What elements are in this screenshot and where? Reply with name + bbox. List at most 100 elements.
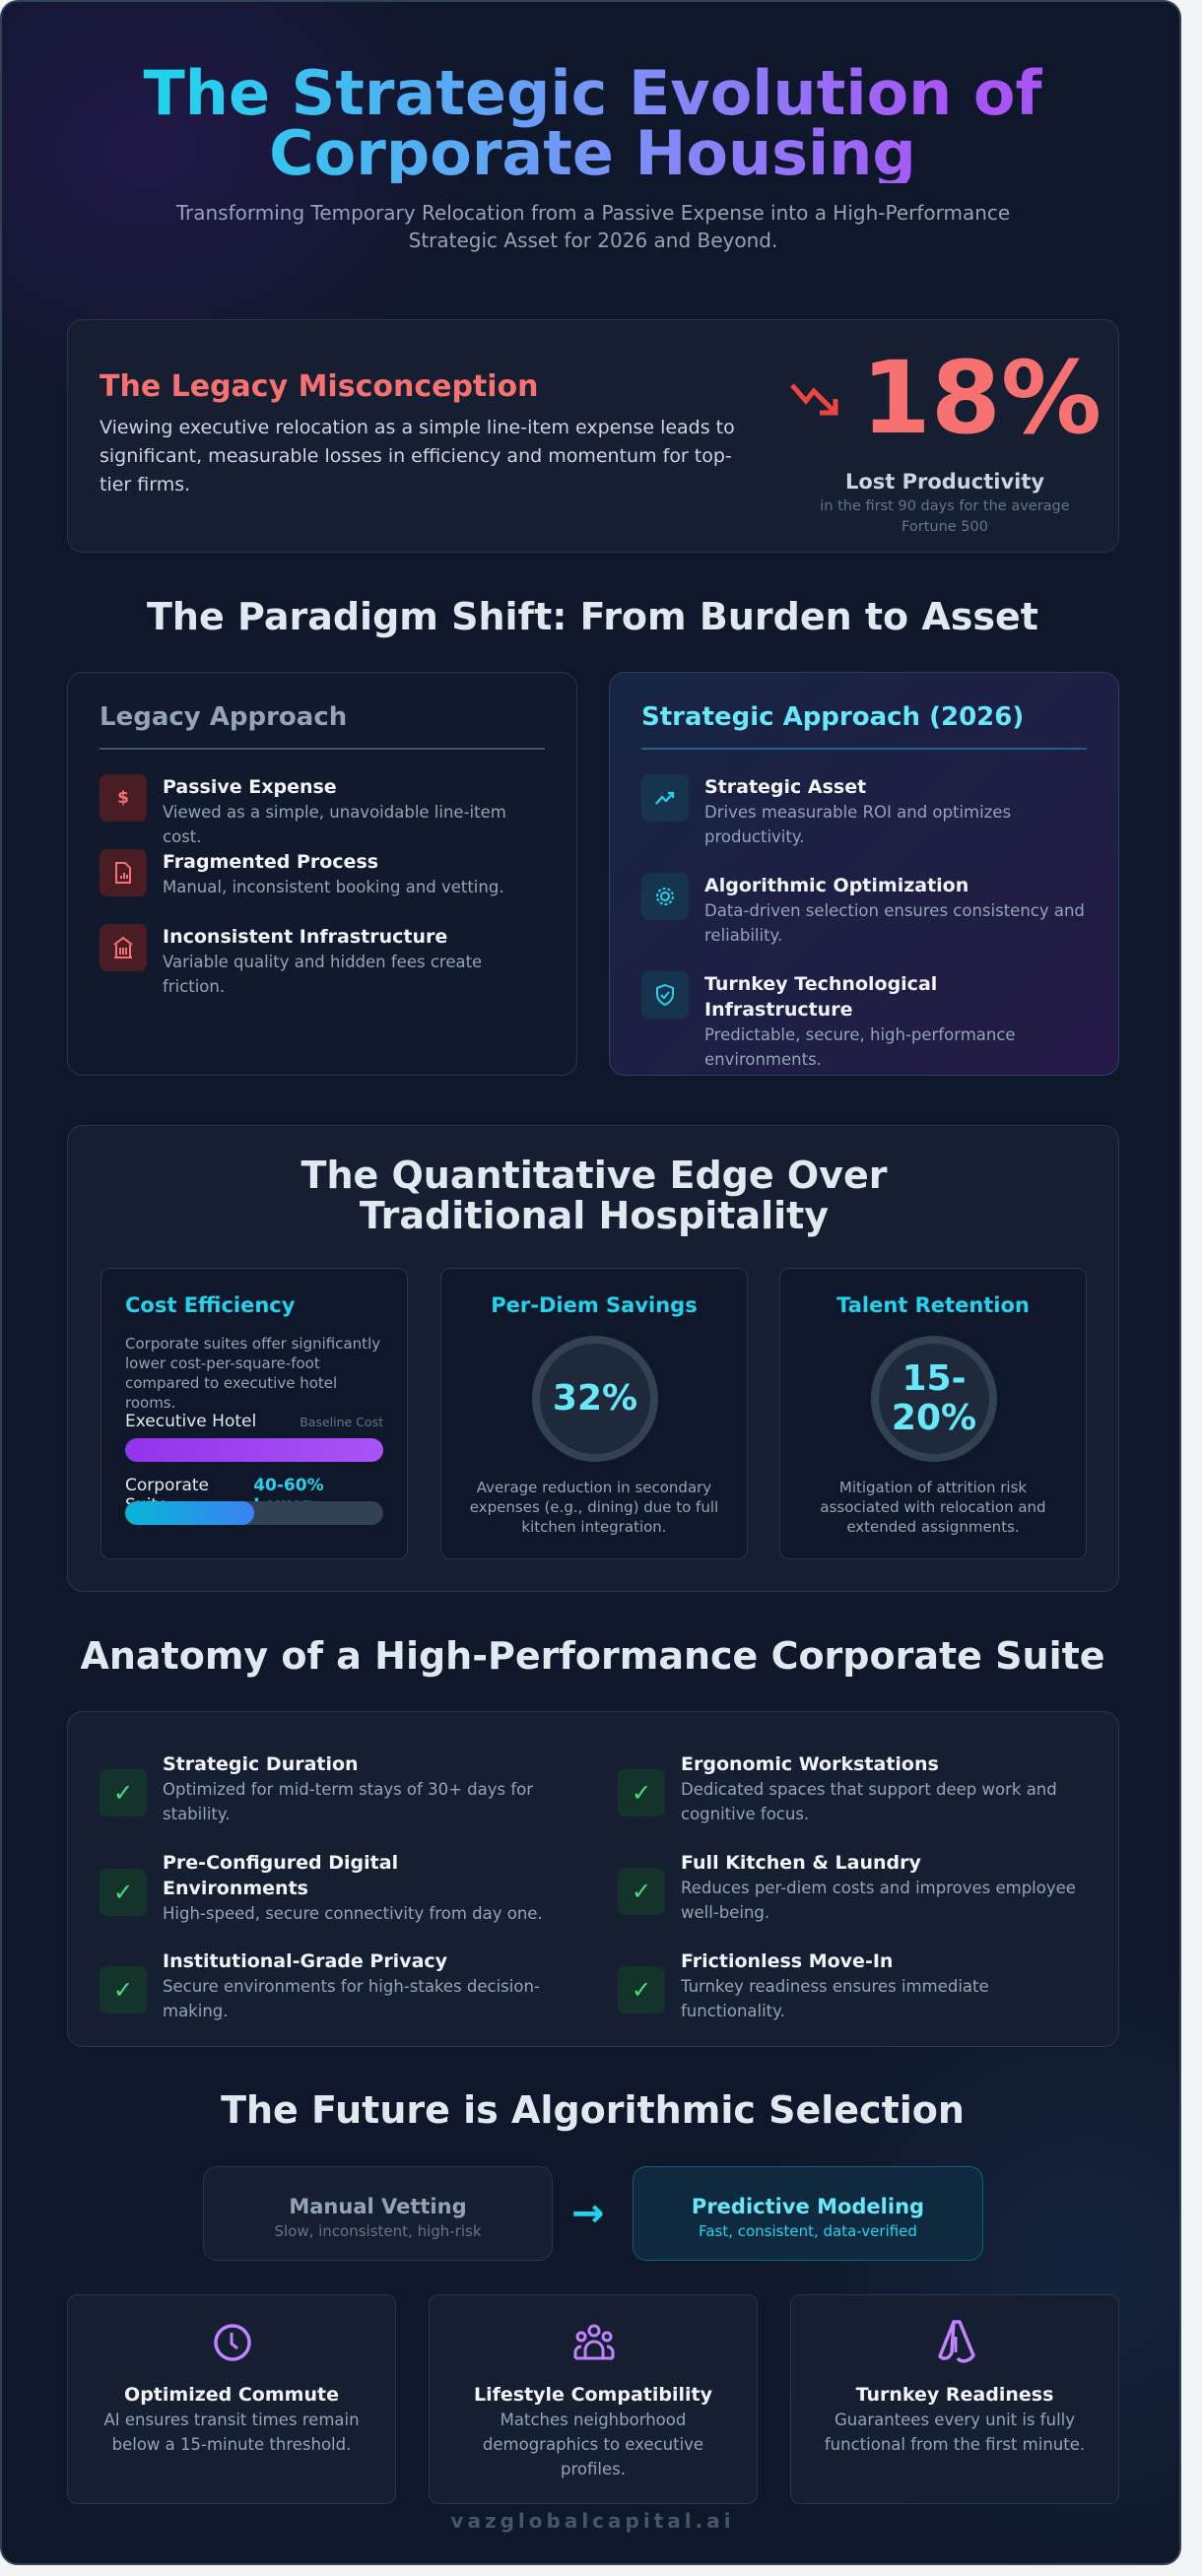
- item-title: Strategic Duration: [163, 1753, 359, 1775]
- from-title: Manual Vetting: [289, 2195, 467, 2218]
- lifestyle-compatibility-card: Lifestyle Compatibility Matches neighbor…: [429, 2294, 758, 2504]
- turnkey-readiness-card: Turnkey Readiness Guarantees every unit …: [790, 2294, 1119, 2504]
- stat-label: Lost Productivity: [844, 470, 1045, 494]
- from-desc: Slow, inconsistent, high-risk: [274, 2222, 482, 2240]
- list-item: Fragmented Process Manual, inconsistent b…: [100, 849, 549, 899]
- item-desc: Predictable, secure, high-performance en…: [704, 1025, 1016, 1069]
- item-desc: Variable quality and hidden fees create …: [163, 953, 483, 996]
- to-title: Predictive Modeling: [691, 2195, 925, 2218]
- cpu-icon: [641, 873, 689, 920]
- feature-item: ✓ Strategic Duration Optimized for mid-ter…: [100, 1753, 543, 1826]
- per-diem-value: 32%: [532, 1336, 658, 1462]
- card-desc: AI ensures transit times remain below a …: [103, 2411, 360, 2454]
- check-icon: ✓: [618, 1966, 665, 2014]
- clock-icon: [214, 2324, 251, 2361]
- rocket-icon: [938, 2320, 975, 2363]
- suite-cost-bar: [125, 1501, 383, 1525]
- item-title: Inconsistent Infrastructure: [163, 926, 448, 948]
- item-title: Frictionless Move-In: [681, 1950, 894, 1972]
- check-icon: ✓: [100, 1966, 147, 2014]
- feature-item: ✓ Ergonomic Workstations Dedicated spaces …: [618, 1753, 1091, 1826]
- talent-value: 15-20%: [871, 1336, 997, 1462]
- shield-check-icon: [641, 971, 689, 1019]
- list-item: Inconsistent Infrastructure Variable qual…: [100, 924, 549, 999]
- productivity-stat: 18% Lost Productivity in the first 90 da…: [777, 340, 1112, 538]
- divider: [100, 748, 545, 750]
- card-title: Per-Diem Savings: [491, 1293, 698, 1317]
- quant-heading: The Quantitative Edge Over Traditional H…: [300, 1154, 888, 1237]
- arrow-right-icon: →: [571, 2191, 605, 2236]
- to-desc: Fast, consistent, data-verified: [699, 2222, 917, 2240]
- item-title: Institutional-Grade Privacy: [163, 1950, 448, 1972]
- item-title: Fragmented Process: [163, 851, 379, 873]
- feature-item: ✓ Pre-Configured Digital Environments High…: [100, 1852, 543, 1926]
- item-desc: Data-driven selection ensures consistenc…: [704, 901, 1085, 945]
- infographic: The Strategic Evolution of Corporate Hou…: [0, 0, 1181, 2565]
- card-title: Lifestyle Compatibility: [474, 2384, 712, 2406]
- hotel-note: Baseline Cost: [300, 1415, 383, 1429]
- optimized-commute-card: Optimized Commute AI ensures transit tim…: [67, 2294, 396, 2504]
- item-desc: Dedicated spaces that support deep work …: [681, 1780, 1057, 1823]
- quantitative-section: The Quantitative Edge Over Traditional H…: [67, 1125, 1119, 1592]
- legacy-approach-title: Legacy Approach: [100, 702, 348, 732]
- trending-down-icon: [790, 383, 838, 416]
- check-icon: ✓: [618, 1868, 665, 1915]
- title-line-2: Corporate Housing: [269, 117, 916, 189]
- suite-bar-fill: [125, 1501, 254, 1525]
- manual-vetting-box: Manual Vetting Slow, inconsistent, high-…: [203, 2166, 553, 2261]
- card-desc: Average reduction in secondary expenses …: [469, 1479, 719, 1536]
- item-title: Turnkey Technological Infrastructure: [704, 973, 938, 1021]
- stat-note: in the first 90 days for the average For…: [820, 498, 1070, 535]
- dollar-icon: $: [100, 774, 147, 822]
- card-title: Cost Efficiency: [125, 1293, 296, 1317]
- item-title: Pre-Configured Digital Environments: [163, 1852, 399, 1899]
- item-title: Strategic Asset: [704, 776, 867, 798]
- divider: [641, 748, 1087, 750]
- cost-efficiency-card: Cost Efficiency Corporate suites offer s…: [100, 1268, 408, 1559]
- list-item: Strategic Asset Drives measurable ROI and…: [641, 774, 1091, 849]
- card-title: Turnkey Readiness: [855, 2384, 1054, 2406]
- list-item: $ Passive Expense Viewed as a simple, una…: [100, 774, 549, 849]
- card-title: Talent Retention: [836, 1293, 1030, 1317]
- card-desc: Guarantees every unit is fully functiona…: [824, 2411, 1086, 2454]
- card-title: Optimized Commute: [124, 2384, 339, 2406]
- card-desc: Corporate suites offer significantly low…: [125, 1335, 381, 1412]
- future-heading: The Future is Algorithmic Selection: [221, 2088, 965, 2132]
- item-desc: Reduces per-diem costs and improves empl…: [681, 1879, 1076, 1922]
- check-icon: ✓: [100, 1769, 147, 1816]
- item-desc: Drives measurable ROI and optimizes prod…: [704, 803, 1012, 846]
- item-title: Ergonomic Workstations: [681, 1753, 939, 1775]
- list-item: Turnkey Technological Infrastructure Pred…: [641, 971, 1091, 1072]
- legacy-misconception-card: The Legacy Misconception Viewing executi…: [67, 319, 1119, 553]
- check-icon: ✓: [618, 1769, 665, 1816]
- people-icon: [573, 2324, 615, 2360]
- legacy-approach-card: Legacy Approach $ Passive Expense Viewed …: [67, 672, 577, 1076]
- hotel-bar-fill: [125, 1438, 383, 1462]
- item-desc: Turnkey readiness ensures immediate func…: [681, 1977, 989, 2020]
- trending-up-icon: [641, 774, 689, 822]
- document-chart-icon: [100, 849, 147, 896]
- strategic-approach-card: Strategic Approach (2026) Strategic Asse…: [609, 672, 1119, 1076]
- subtitle: Transforming Temporary Relocation from a…: [175, 201, 1011, 252]
- list-item: Algorithmic Optimization Data-driven sele…: [641, 873, 1091, 948]
- paradigm-heading: The Paradigm Shift: From Burden to Asset: [147, 595, 1038, 638]
- anatomy-heading: Anatomy of a High-Performance Corporate …: [80, 1634, 1105, 1678]
- hotel-label: Executive Hotel: [125, 1412, 257, 1431]
- legacy-body: Viewing executive relocation as a simple…: [100, 417, 735, 495]
- legacy-title: The Legacy Misconception: [100, 369, 539, 404]
- predictive-modeling-box: Predictive Modeling Fast, consistent, da…: [633, 2166, 983, 2261]
- strategic-approach-title: Strategic Approach (2026): [641, 702, 1025, 732]
- hotel-cost-bar: [125, 1438, 383, 1462]
- item-desc: Viewed as a simple, unavoidable line-ite…: [163, 803, 506, 846]
- feature-item: ✓ Frictionless Move-In Turnkey readiness e…: [618, 1950, 1091, 2023]
- stat-value: 18%: [860, 340, 1102, 457]
- card-desc: Mitigation of attrition risk associated …: [820, 1479, 1046, 1536]
- card-desc: Matches neighborhood demographics to exe…: [482, 2411, 704, 2478]
- item-title: Algorithmic Optimization: [704, 875, 969, 896]
- check-icon: ✓: [100, 1868, 147, 1916]
- building-icon: [100, 924, 147, 971]
- title-line-1: The Strategic Evolution of: [143, 57, 1042, 129]
- per-diem-card: Per-Diem Savings 32% Average reduction i…: [440, 1268, 748, 1559]
- talent-retention-card: Talent Retention 15-20% Mitigation of at…: [779, 1268, 1087, 1559]
- item-title: Passive Expense: [163, 776, 337, 798]
